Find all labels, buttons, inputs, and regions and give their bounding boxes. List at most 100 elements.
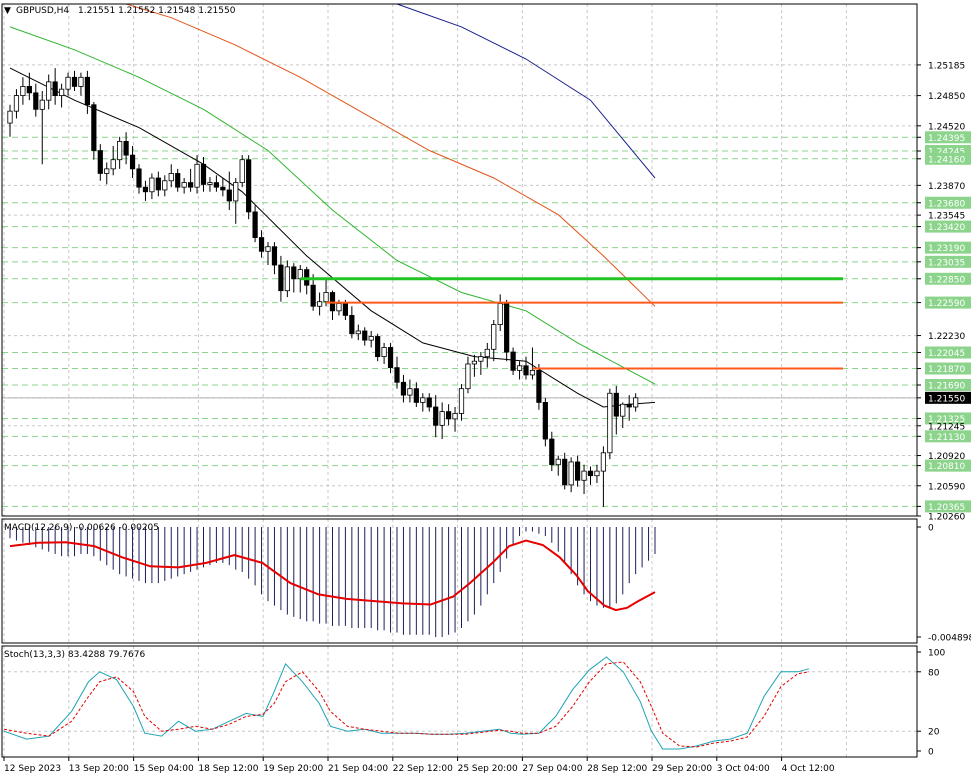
candle[interactable] — [439, 402, 445, 440]
candle[interactable] — [542, 397, 548, 447]
candle[interactable] — [13, 89, 20, 119]
candle[interactable] — [549, 431, 555, 472]
candle[interactable] — [200, 156, 207, 192]
candle[interactable] — [310, 274, 316, 311]
candle[interactable] — [523, 356, 529, 380]
candle[interactable] — [213, 175, 219, 192]
candle[interactable] — [426, 393, 432, 412]
candle[interactable] — [233, 178, 239, 224]
candle[interactable] — [349, 306, 355, 339]
candle[interactable] — [271, 242, 278, 275]
candle[interactable] — [97, 144, 103, 181]
level-price-label: 1.22045 — [928, 349, 965, 359]
stoch-pane[interactable]: 100 80 20 0 Stoch(13,3,3) 83.4288 79.7676 — [2, 646, 945, 758]
candle[interactable] — [239, 155, 245, 188]
candle[interactable] — [226, 171, 232, 211]
candle[interactable] — [129, 145, 136, 179]
candle[interactable] — [207, 177, 213, 192]
price-candles[interactable] — [7, 68, 639, 507]
candle[interactable] — [59, 83, 65, 108]
horizontal-levels[interactable] — [300, 277, 843, 370]
candle[interactable] — [536, 363, 542, 410]
candle[interactable] — [278, 255, 284, 302]
candle[interactable] — [375, 333, 381, 362]
candle[interactable] — [142, 180, 149, 201]
candle[interactable] — [46, 74, 52, 110]
candle[interactable] — [246, 155, 252, 220]
candle[interactable] — [291, 263, 297, 293]
candle[interactable] — [39, 91, 45, 165]
candle[interactable] — [581, 464, 587, 495]
candle[interactable] — [123, 132, 129, 165]
candle[interactable] — [620, 402, 626, 429]
candle[interactable] — [465, 356, 471, 394]
candle[interactable] — [20, 77, 26, 105]
candle[interactable] — [316, 292, 323, 316]
candle[interactable] — [110, 145, 116, 176]
candle[interactable] — [607, 388, 613, 460]
candle[interactable] — [175, 168, 181, 192]
candle[interactable] — [458, 384, 465, 421]
candle[interactable] — [194, 155, 200, 194]
candle[interactable] — [555, 455, 561, 476]
candle[interactable] — [633, 393, 639, 412]
candle[interactable] — [65, 72, 71, 96]
candle[interactable] — [7, 104, 13, 137]
candle[interactable] — [168, 164, 174, 188]
candle[interactable] — [265, 242, 271, 266]
candle[interactable] — [91, 102, 97, 160]
header-triangle-icon[interactable]: ▼ — [4, 6, 11, 16]
candle[interactable] — [433, 395, 439, 438]
candle[interactable] — [155, 171, 161, 197]
candle[interactable] — [445, 404, 452, 426]
candle[interactable] — [504, 299, 510, 362]
candle[interactable] — [78, 72, 84, 96]
candle[interactable] — [136, 164, 142, 194]
candle[interactable] — [413, 382, 419, 408]
candle[interactable] — [220, 178, 226, 197]
candle[interactable] — [400, 374, 407, 403]
candle[interactable] — [568, 457, 574, 493]
candle[interactable] — [452, 407, 458, 432]
candle[interactable] — [420, 393, 426, 412]
candle[interactable] — [394, 356, 400, 389]
candle[interactable] — [84, 70, 90, 114]
candle[interactable] — [381, 342, 387, 364]
candle[interactable] — [491, 319, 497, 362]
candle[interactable] — [575, 455, 581, 487]
candle[interactable] — [562, 452, 568, 490]
candle[interactable] — [26, 72, 32, 101]
candle[interactable] — [187, 168, 194, 192]
candle[interactable] — [252, 205, 258, 243]
candle[interactable] — [149, 173, 155, 200]
candle[interactable] — [52, 68, 58, 105]
price-pane[interactable]: 1.25185 1.24850 1.24520 1.24395 1.242451.241… — [2, 3, 971, 523]
candle[interactable] — [33, 83, 39, 117]
candle[interactable] — [162, 175, 168, 197]
candle[interactable] — [407, 379, 413, 403]
candle[interactable] — [258, 230, 265, 258]
candle[interactable] — [355, 324, 361, 341]
candle[interactable] — [529, 347, 536, 380]
candle[interactable] — [613, 385, 619, 435]
candle[interactable] — [516, 361, 523, 380]
candle[interactable] — [626, 395, 632, 421]
candle[interactable] — [600, 446, 607, 507]
candle[interactable] — [362, 327, 368, 346]
macd-pane[interactable]: 0 -0.004898 MACD(12,26,9) -0.00626 -0.002… — [3, 519, 971, 644]
candle[interactable] — [594, 464, 600, 484]
candle[interactable] — [368, 330, 374, 348]
candle[interactable] — [484, 342, 490, 368]
candle[interactable] — [117, 136, 123, 169]
candle[interactable] — [471, 354, 478, 377]
candle[interactable] — [587, 466, 594, 485]
candle[interactable] — [510, 347, 516, 375]
candle[interactable] — [104, 162, 110, 185]
candle[interactable] — [71, 70, 78, 92]
candle[interactable] — [284, 260, 290, 298]
candle[interactable] — [478, 352, 484, 375]
candle[interactable] — [387, 342, 394, 374]
candle[interactable] — [181, 178, 187, 194]
